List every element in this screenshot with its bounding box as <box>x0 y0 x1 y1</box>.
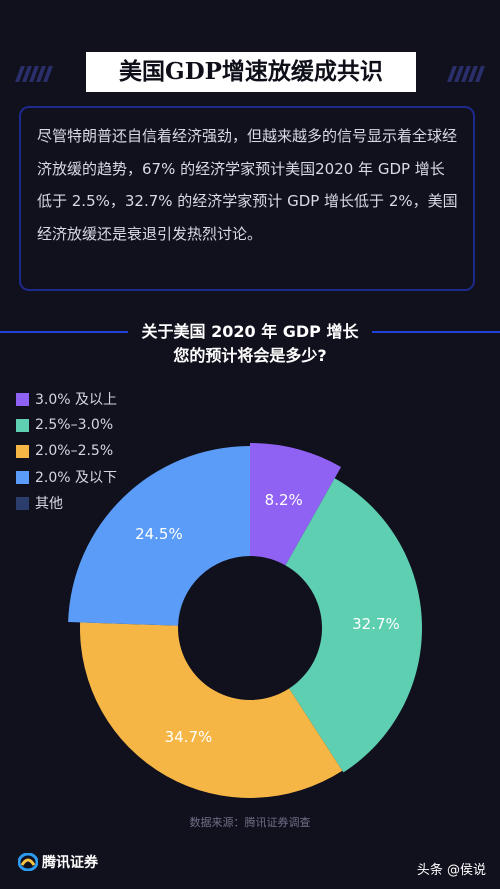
logo-text: 腾讯证券 <box>42 855 98 871</box>
legend-item: 3.0% 及以上 <box>16 386 117 412</box>
legend-label: 2.0% 及以下 <box>35 470 118 486</box>
donut-slice <box>285 478 422 773</box>
legend-item: 2.5%–3.0% <box>16 412 117 438</box>
slice-label: 32.7% <box>352 615 400 633</box>
title-bar: 美国GDP增速放缓成共识 <box>0 52 500 96</box>
legend-label: 其他 <box>35 496 63 512</box>
legend-swatch <box>16 392 29 406</box>
footer-credit: 头条 @侯说 <box>416 863 486 878</box>
legend-label: 2.0%–2.5% <box>35 443 114 459</box>
slice-label: 24.5% <box>135 525 183 543</box>
legend-label: 3.0% 及以上 <box>35 392 118 408</box>
legend-swatch <box>16 444 29 458</box>
page-title: 美国GDP增速放缓成共识 <box>86 52 416 92</box>
legend-swatch <box>16 418 29 432</box>
footer-logo: 腾讯证券 <box>18 852 98 872</box>
chart-title-line1: 关于美国 2020 年 GDP 增长 <box>141 322 359 341</box>
slice-label: 34.7% <box>165 728 213 746</box>
intro-text-card: 尽管特朗普还自信着经济强劲，但越来越多的信号显示着全球经济放缓的趋势，67% 的… <box>19 106 475 291</box>
chart-legend: 3.0% 及以上 2.5%–3.0% 2.0%–2.5% 2.0% 及以下 其他 <box>16 386 117 516</box>
legend-swatch <box>16 496 29 510</box>
legend-item: 2.0% 及以下 <box>16 464 117 490</box>
legend-label: 2.5%–3.0% <box>35 417 114 433</box>
slice-label: 8.2% <box>265 491 303 509</box>
donut-slice <box>80 622 343 798</box>
legend-item: 2.0%–2.5% <box>16 438 117 464</box>
legend-swatch <box>16 470 29 484</box>
data-source: 数据来源：腾讯证券调查 <box>189 816 311 829</box>
intro-text: 尽管特朗普还自信着经济强劲，但越来越多的信号显示着全球经济放缓的趋势，67% 的… <box>37 127 458 243</box>
chart-title-line2: 您的预计将会是多少? <box>173 346 327 365</box>
legend-item: 其他 <box>16 490 117 516</box>
donut-slice <box>68 446 250 626</box>
divider-left <box>0 331 128 333</box>
divider-right <box>372 331 500 333</box>
chart-title: 关于美国 2020 年 GDP 增长 您的预计将会是多少? <box>130 320 370 368</box>
donut-slice <box>250 443 342 566</box>
logo-icon <box>18 853 38 871</box>
